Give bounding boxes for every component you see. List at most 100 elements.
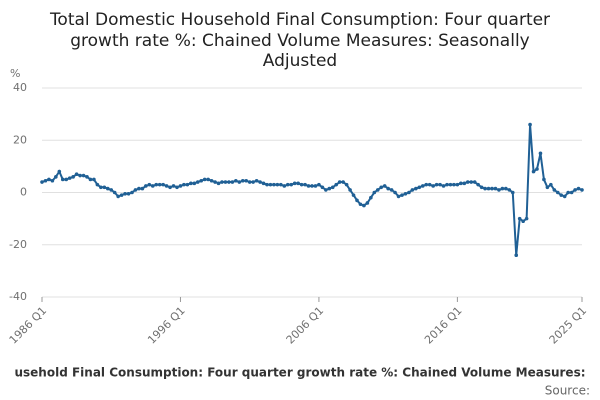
point [168,185,172,190]
point [348,188,352,192]
point [414,186,418,191]
point [140,186,145,191]
point [344,182,349,187]
point [369,195,373,200]
point [92,177,96,182]
point [438,182,442,187]
point [192,181,197,186]
point [483,186,487,191]
point [476,182,480,187]
point [497,188,501,192]
point [289,182,294,187]
y-tick-label: 40 [13,81,27,94]
y-axis-label: % [10,67,20,80]
point [434,182,439,187]
point [275,182,280,187]
point [452,182,456,187]
legend-entry: usehold Final Consumption: Four quarter … [14,366,585,380]
point [362,203,366,208]
point [334,182,339,187]
point [99,185,103,190]
point [85,175,89,179]
point [417,185,422,190]
point [109,188,114,192]
point [317,182,321,187]
point [549,182,553,187]
x-tick-label: 2006 Q1 [284,304,327,347]
y-tick-label: -20 [9,238,27,251]
point [254,178,259,183]
point [112,190,117,195]
point [116,194,120,199]
point [50,178,55,183]
point [67,176,72,180]
point [562,194,567,199]
point [299,182,304,187]
point [465,180,470,184]
point [337,180,342,184]
chart-title: Adjusted [263,51,337,71]
point [510,190,515,195]
point [351,193,356,197]
point [310,184,314,188]
point [147,182,152,187]
point [431,184,435,188]
point [133,188,138,192]
point [396,194,401,199]
point [324,188,328,192]
point [372,190,377,195]
point [313,184,318,188]
point [375,188,380,192]
point [542,177,546,182]
point [216,181,221,186]
point [234,178,238,183]
point [569,190,574,195]
x-tick-label: 2016 Q1 [422,304,465,347]
point [137,186,141,191]
point [341,180,345,184]
point [535,167,539,171]
point [320,185,325,190]
point [517,216,522,221]
point [507,188,512,192]
point [40,180,44,184]
point [500,186,505,191]
point [157,182,162,187]
point [306,184,311,188]
point [102,185,107,190]
point [490,186,494,191]
point [462,181,467,186]
point [251,180,255,184]
chart-title: growth rate %: Chained Volume Measures: … [70,31,529,51]
point [521,219,525,224]
point [427,182,432,187]
point [410,188,415,192]
point [393,190,397,195]
point [479,185,484,190]
point [185,182,190,187]
point [164,184,169,188]
point [71,175,75,179]
point [81,173,86,178]
point [272,182,276,187]
point [261,181,266,186]
point [580,188,584,192]
point [459,181,463,186]
point [327,186,332,191]
point [123,192,127,196]
point [285,182,290,187]
point [175,185,179,190]
y-tick-label: 0 [20,186,27,199]
point [178,184,183,188]
point [330,185,335,190]
point [268,182,273,187]
point [559,193,564,197]
point [189,181,193,186]
source: Source: [545,384,590,398]
y-tick-label: 20 [13,133,27,146]
point [407,190,411,195]
point [202,177,207,182]
point [424,182,429,187]
point [265,182,269,187]
point [74,172,79,177]
